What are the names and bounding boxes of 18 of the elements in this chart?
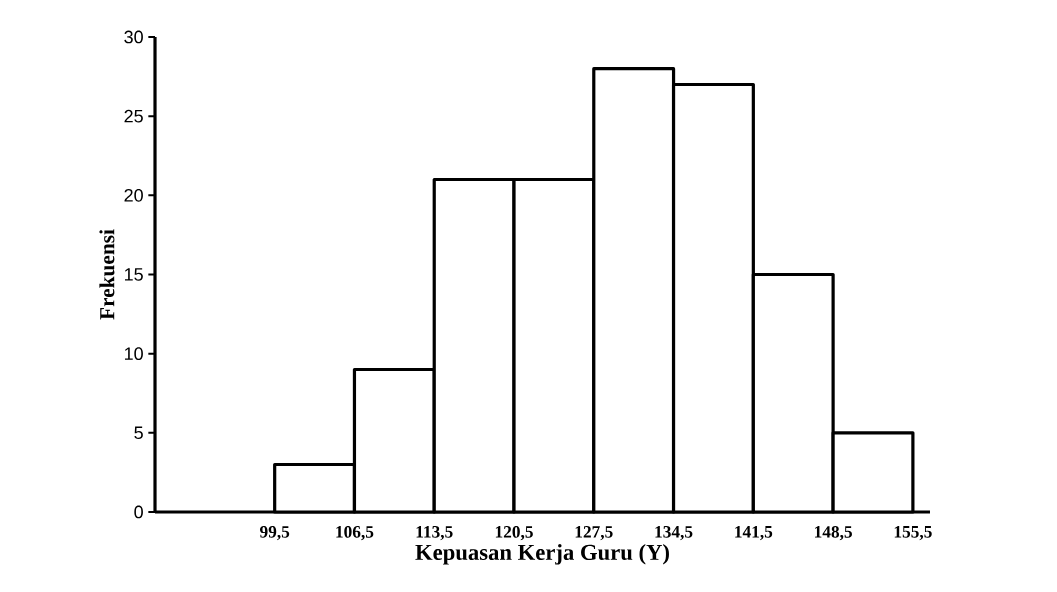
x-tick-label: 155,5 <box>894 526 932 541</box>
x-tick-label: 113,5 <box>416 526 453 541</box>
y-tick-label: 5 <box>134 426 143 440</box>
y-tick-label: 30 <box>124 30 143 44</box>
y-tick-label: 15 <box>124 268 143 281</box>
y-tick-label: 0 <box>134 505 143 519</box>
x-tick-label: 148,5 <box>815 526 852 541</box>
y-axis-title: Frekuensi <box>99 229 115 320</box>
x-tick-label: 127,5 <box>575 526 613 541</box>
x-tick-label: 141,5 <box>735 526 773 541</box>
x-tick-label: 99,5 <box>259 526 290 541</box>
y-tick-label: 20 <box>124 188 143 202</box>
x-axis-title: Kepuasan Kerja Guru (Y) <box>415 544 669 565</box>
y-tick-label: 10 <box>124 347 143 361</box>
x-tick-label: 134,5 <box>655 526 693 541</box>
y-tick-label: 25 <box>124 109 143 123</box>
x-tick-label: 120,5 <box>495 526 533 541</box>
x-tick-label: 106,5 <box>336 526 374 541</box>
